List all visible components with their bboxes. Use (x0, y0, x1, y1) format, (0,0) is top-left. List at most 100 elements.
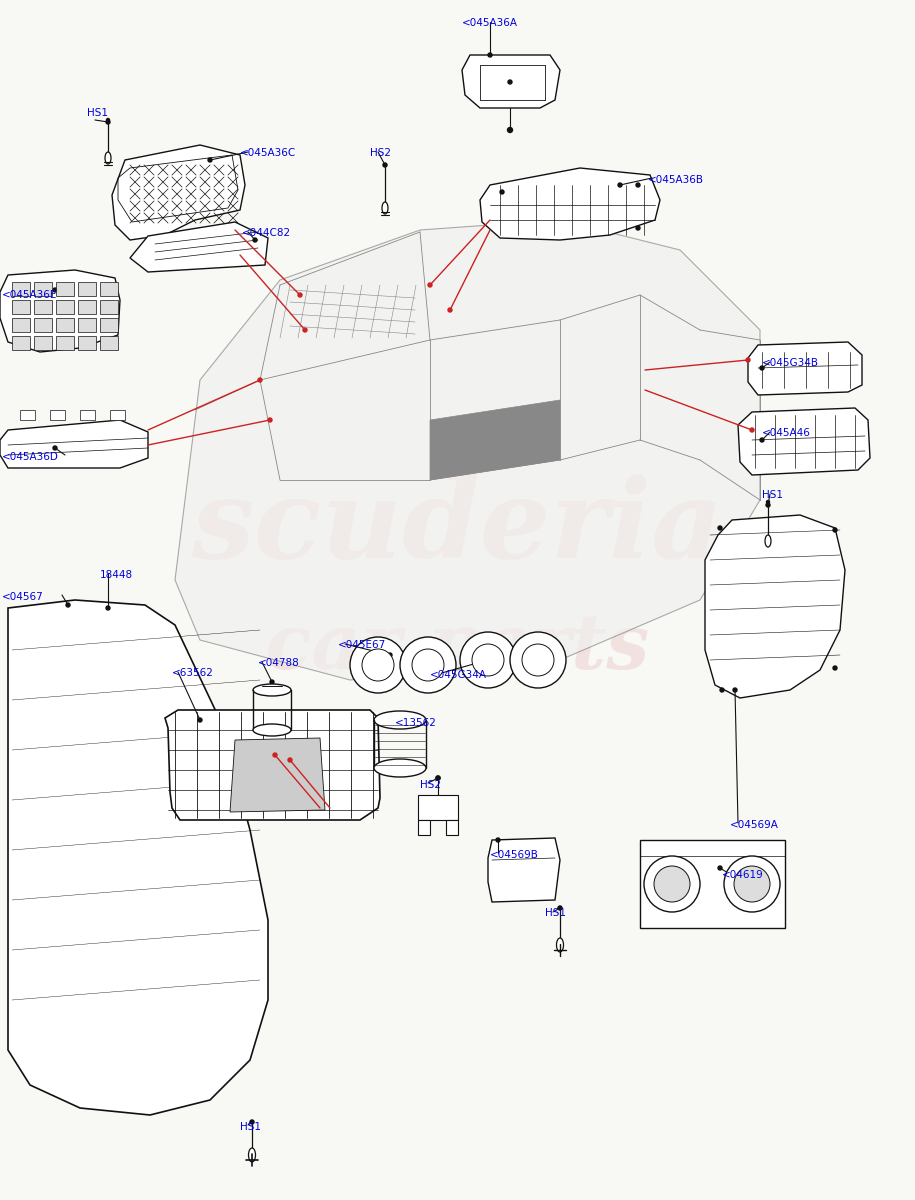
Bar (12, 318, 30, 332)
Text: <045A36B: <045A36B (648, 175, 704, 185)
Circle shape (760, 366, 764, 370)
Text: <63562: <63562 (172, 668, 214, 678)
Circle shape (448, 308, 452, 312)
Ellipse shape (374, 758, 426, 778)
Circle shape (720, 688, 724, 692)
Circle shape (486, 658, 490, 662)
Text: <13562: <13562 (395, 718, 436, 728)
Circle shape (500, 190, 504, 194)
Circle shape (270, 680, 274, 684)
Bar (446, 820, 458, 835)
Ellipse shape (253, 684, 291, 696)
Text: <04788: <04788 (258, 658, 300, 668)
Bar (56, 300, 74, 314)
Text: <045A36E: <045A36E (2, 290, 58, 300)
Text: <045A36A: <045A36A (462, 18, 518, 28)
Ellipse shape (765, 535, 771, 547)
Circle shape (636, 182, 640, 187)
Bar (12, 282, 30, 296)
Circle shape (106, 119, 110, 121)
Circle shape (558, 906, 562, 910)
Bar (78, 336, 96, 350)
Text: <04567: <04567 (2, 592, 44, 602)
Text: HS1: HS1 (762, 490, 783, 500)
Bar (12, 336, 30, 350)
Polygon shape (20, 410, 35, 420)
Circle shape (288, 758, 292, 762)
Circle shape (654, 866, 690, 902)
Circle shape (253, 238, 257, 242)
Circle shape (558, 906, 562, 910)
Polygon shape (80, 410, 95, 420)
Polygon shape (175, 220, 760, 680)
Ellipse shape (253, 724, 291, 736)
Circle shape (362, 649, 394, 680)
Text: scuderia: scuderia (191, 474, 724, 582)
Text: <045E67: <045E67 (338, 640, 386, 650)
Circle shape (273, 754, 277, 757)
Circle shape (508, 80, 512, 84)
Bar (56, 282, 74, 296)
Circle shape (388, 653, 392, 658)
Bar (418, 794, 458, 820)
Circle shape (488, 53, 492, 56)
Bar (34, 318, 52, 332)
Text: <04619: <04619 (722, 870, 764, 880)
Bar (78, 282, 96, 296)
Polygon shape (488, 838, 560, 902)
Circle shape (350, 637, 406, 692)
Circle shape (766, 503, 770, 506)
Circle shape (412, 649, 444, 680)
Circle shape (460, 632, 516, 688)
Polygon shape (0, 270, 120, 352)
Bar (34, 300, 52, 314)
Text: <045A36C: <045A36C (240, 148, 296, 158)
Circle shape (833, 528, 837, 532)
Circle shape (436, 776, 440, 780)
Polygon shape (480, 168, 660, 240)
Text: <045A36D: <045A36D (2, 452, 59, 462)
Bar (100, 300, 118, 314)
Circle shape (644, 856, 700, 912)
Text: car parts: car parts (265, 611, 650, 685)
Bar (56, 318, 74, 332)
Circle shape (383, 163, 386, 167)
Polygon shape (112, 145, 245, 240)
Bar (100, 336, 118, 350)
Polygon shape (0, 420, 148, 468)
Ellipse shape (249, 1148, 255, 1162)
Circle shape (767, 500, 770, 504)
Text: <045G34B: <045G34B (762, 358, 819, 368)
Circle shape (746, 358, 750, 362)
Bar (34, 336, 52, 350)
Text: HS2: HS2 (420, 780, 441, 790)
Bar (78, 300, 96, 314)
Polygon shape (50, 410, 65, 420)
Ellipse shape (374, 710, 426, 728)
Text: HS1: HS1 (545, 908, 566, 918)
Circle shape (472, 644, 504, 676)
Polygon shape (430, 400, 560, 480)
Circle shape (496, 838, 500, 842)
Circle shape (53, 446, 57, 450)
Circle shape (733, 688, 737, 692)
Text: <045G34A: <045G34A (430, 670, 487, 680)
Circle shape (383, 163, 387, 167)
Circle shape (522, 644, 554, 676)
Circle shape (833, 666, 837, 670)
Bar (100, 318, 118, 332)
Circle shape (106, 120, 110, 124)
Text: <04569A: <04569A (730, 820, 779, 830)
Circle shape (398, 716, 402, 720)
Text: <04569B: <04569B (490, 850, 539, 860)
Circle shape (298, 293, 302, 296)
Circle shape (636, 226, 640, 230)
Circle shape (208, 158, 212, 162)
Circle shape (718, 526, 722, 530)
Circle shape (718, 866, 722, 870)
Circle shape (734, 866, 770, 902)
Circle shape (760, 438, 764, 442)
Circle shape (198, 718, 202, 722)
Text: <044C82: <044C82 (242, 228, 291, 238)
Circle shape (618, 182, 622, 187)
